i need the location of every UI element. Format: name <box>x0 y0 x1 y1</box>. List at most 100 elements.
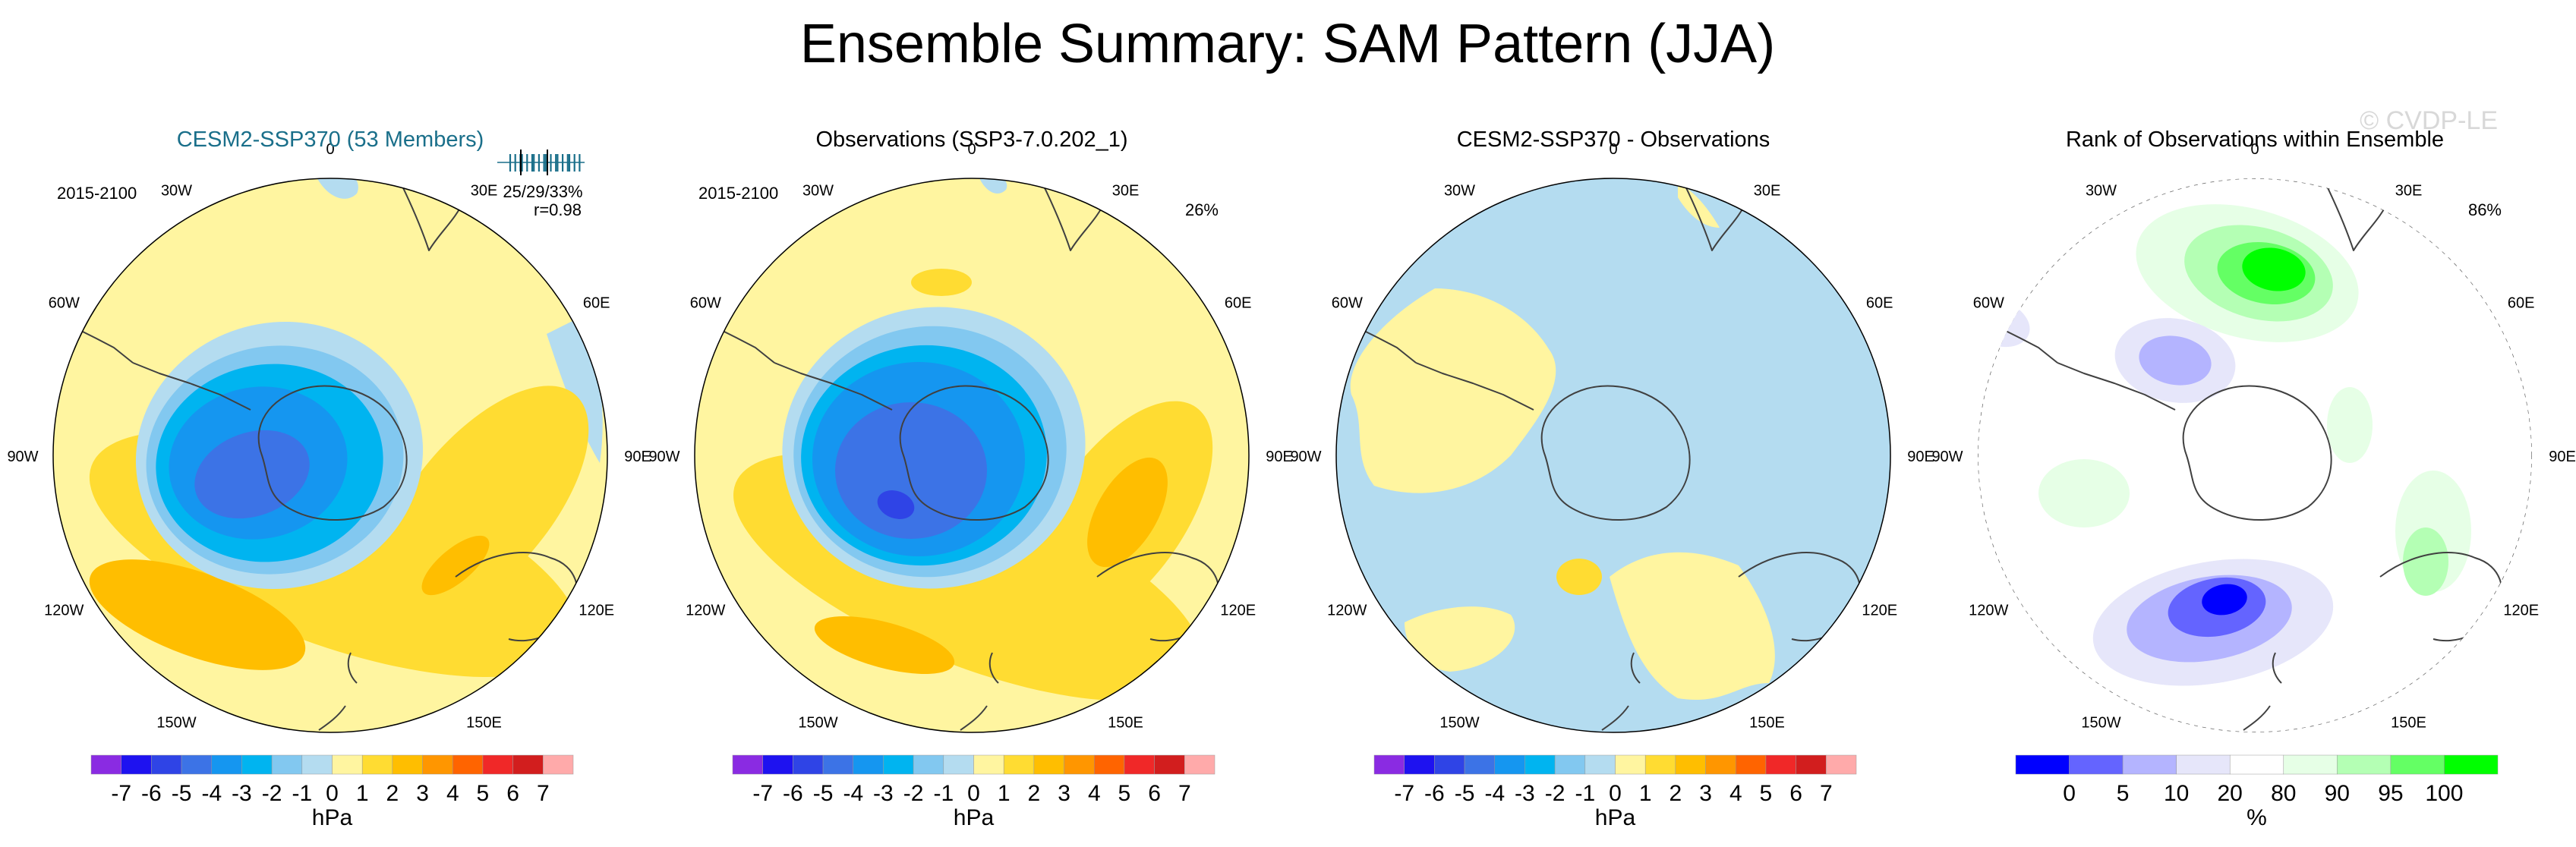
meridian-label: 90W <box>7 449 38 465</box>
panel-title: Observations (SSP3-7.0.202_1) <box>815 128 1127 152</box>
colorbar-tick: 4 <box>446 781 459 806</box>
meridian-label: 150W <box>1439 715 1479 732</box>
colorbar-unit: hPa <box>312 805 353 830</box>
colorbar-tick: -5 <box>813 781 834 806</box>
colorbar-swatch <box>762 754 793 775</box>
new-zealand-coast <box>960 652 999 731</box>
colorbar-swatch <box>2122 754 2177 775</box>
colorbar-swatch <box>90 754 121 775</box>
colorbar-tick: -7 <box>752 781 773 806</box>
meridian-label: 30W <box>802 182 834 199</box>
antarctic-peninsula-coast <box>774 362 893 411</box>
map-area <box>53 178 607 732</box>
rank-region-high <box>2038 459 2130 527</box>
period-label: 2015-2100 <box>57 184 137 203</box>
colorbar-tick: -4 <box>1484 781 1505 806</box>
colorbar-swatch <box>1705 754 1736 775</box>
colorbar-swatch <box>732 754 763 775</box>
figure-title: Ensemble Summary: SAM Pattern (JJA) <box>800 14 1775 74</box>
colorbar-swatch <box>452 754 484 775</box>
meridian-label: 120W <box>1969 603 2008 619</box>
colorbar-swatch <box>1464 754 1495 775</box>
colorbar-swatch <box>361 754 393 775</box>
positive-region <box>1405 606 1515 672</box>
colorbar-tick: 0 <box>967 781 980 806</box>
colorbar-tick: -2 <box>1545 781 1565 806</box>
south-america-coast <box>1978 307 2058 364</box>
colorbar-tick: 2 <box>386 781 399 806</box>
colorbar-tick: 5 <box>2117 781 2130 806</box>
positive-core <box>814 616 955 675</box>
meridian-label: 30E <box>2395 182 2423 199</box>
colorbar-swatch <box>301 754 333 775</box>
colorbar-tick: 20 <box>2218 781 2243 806</box>
colorbar-swatch <box>1826 754 1857 775</box>
colorbar-tick: 3 <box>1058 781 1070 806</box>
colorbar-tick: 0 <box>326 781 339 806</box>
meridian-label: 90W <box>1290 449 1321 465</box>
colorbar-unit: hPa <box>1595 805 1636 830</box>
colorbar-swatch <box>482 754 513 775</box>
panel-title: CESM2-SSP370 - Observations <box>1457 128 1770 152</box>
meridian-label: 0 <box>967 141 976 158</box>
colorbar-swatch <box>543 754 574 775</box>
meridian-label: 150W <box>798 715 837 732</box>
colorbar-tick: -1 <box>1575 781 1595 806</box>
africa-coast <box>1036 178 1107 251</box>
africa-coast <box>394 178 465 251</box>
new-zealand-coast <box>1601 652 1641 731</box>
colorbar-tick: 1 <box>1639 781 1652 806</box>
colorbar-tick: 3 <box>1699 781 1712 806</box>
colorbar-swatch <box>943 754 974 775</box>
colorbar-tick: 7 <box>537 781 550 806</box>
positive-core <box>1087 457 1168 568</box>
meridian-label: 120E <box>1220 603 1256 619</box>
colorbar-tick: -6 <box>1424 781 1445 806</box>
meridian-label: 120E <box>1862 603 1897 619</box>
period-label: 2015-2100 <box>698 184 778 203</box>
colorbar-swatch <box>1494 754 1525 775</box>
map-border <box>694 178 1250 733</box>
south-america-coast <box>695 307 775 364</box>
positive-region <box>1610 552 1775 701</box>
colorbar-tick: -1 <box>292 781 312 806</box>
south-america-coast <box>1336 307 1417 364</box>
colorbar-tick: 0 <box>2063 781 2076 806</box>
antarctic-peninsula-coast <box>132 362 251 411</box>
meridian-label: 30W <box>1444 182 1475 199</box>
meridian-label: 120W <box>1327 603 1367 619</box>
colorbar-swatch <box>853 754 884 775</box>
colorbar-swatch <box>1675 754 1706 775</box>
colorbar-unit: % <box>2247 805 2267 830</box>
map-area <box>1336 178 1890 732</box>
map-border <box>52 178 608 733</box>
colorbar-swatch <box>2015 754 2070 775</box>
antarctica-coast <box>899 385 1049 521</box>
africa-coast <box>1677 178 1748 251</box>
colorbar-tick: 7 <box>1178 781 1191 806</box>
meridian-label: 30E <box>471 182 498 199</box>
corner-stats: 86% <box>2468 200 2502 219</box>
colorbar-swatch <box>1154 754 1185 775</box>
panel-1: 030E60E90E120E150E180150W120W90W60W30WCE… <box>7 128 651 830</box>
colorbar-tick: 7 <box>1820 781 1833 806</box>
colorbar-swatch <box>1124 754 1155 775</box>
colorbar-tick: -7 <box>1394 781 1414 806</box>
colorbar-swatch <box>392 754 423 775</box>
meridian-label: 60E <box>583 295 610 312</box>
meridian-label: 150E <box>1108 715 1143 732</box>
colorbar-swatch <box>883 754 914 775</box>
meridian-label: 60W <box>690 295 721 312</box>
positive-core <box>421 535 490 596</box>
colorbar-swatch <box>1094 754 1125 775</box>
colorbar-swatch <box>332 754 363 775</box>
meridian-label: 30W <box>2086 182 2117 199</box>
colorbar-swatch <box>1584 754 1616 775</box>
meridian-label: 30E <box>1112 182 1140 199</box>
colorbar-tick: 2 <box>1670 781 1682 806</box>
colorbar-tick: 2 <box>1028 781 1041 806</box>
negative-core <box>835 402 987 539</box>
corner-stats: 26% <box>1185 200 1219 219</box>
colorbar-swatch <box>1524 754 1556 775</box>
correlation-label: r=0.98 <box>534 200 582 219</box>
